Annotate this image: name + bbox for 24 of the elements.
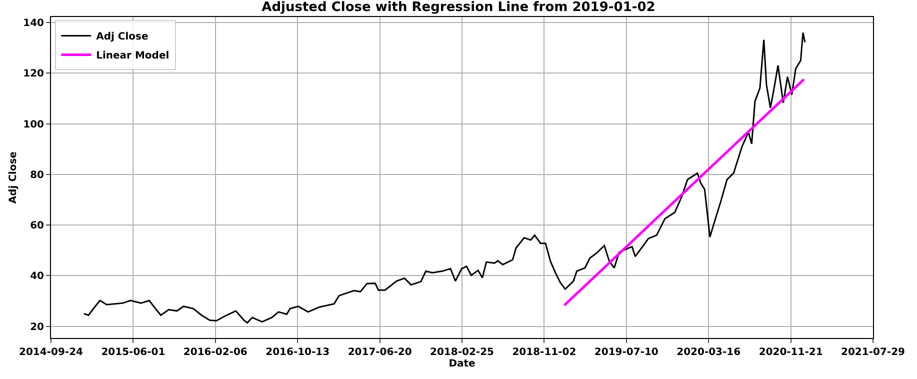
x-tick-label: 2019-07-10 bbox=[594, 347, 658, 358]
y-tick-label: 40 bbox=[30, 271, 44, 282]
x-tick-label: 2021-07-29 bbox=[841, 347, 906, 358]
y-tick-label: 120 bbox=[23, 68, 44, 80]
y-tick-label: 60 bbox=[30, 220, 44, 232]
y-tick-label: 100 bbox=[23, 119, 44, 130]
x-tick-label: 2018-11-02 bbox=[512, 347, 576, 358]
x-tick-label: 2018-02-25 bbox=[430, 347, 494, 358]
x-tick-label: 2020-03-16 bbox=[676, 347, 741, 358]
y-tick-label: 20 bbox=[30, 322, 44, 333]
line-series bbox=[83, 32, 806, 324]
x-tick-label: 2020-11-21 bbox=[758, 347, 823, 358]
y-tick-label: 140 bbox=[23, 18, 44, 30]
x-tick-label: 2016-02-06 bbox=[183, 347, 248, 358]
legend-label: Linear Model bbox=[96, 50, 170, 62]
x-tick-label: 2017-06-20 bbox=[348, 347, 412, 358]
x-tick-label: 2014-09-24 bbox=[19, 347, 84, 358]
y-axis-title: Adj Close bbox=[8, 151, 20, 204]
y-tick-label: 80 bbox=[30, 170, 44, 181]
x-tick-label: 2016-10-13 bbox=[266, 347, 330, 358]
x-tick-label: 2015-06-01 bbox=[101, 347, 166, 358]
chart-title: Adjusted Close with Regression Line from 2019-01-02 bbox=[262, 0, 656, 15]
legend-label: Adj Close bbox=[96, 32, 149, 43]
x-axis-title: Date bbox=[448, 358, 476, 370]
